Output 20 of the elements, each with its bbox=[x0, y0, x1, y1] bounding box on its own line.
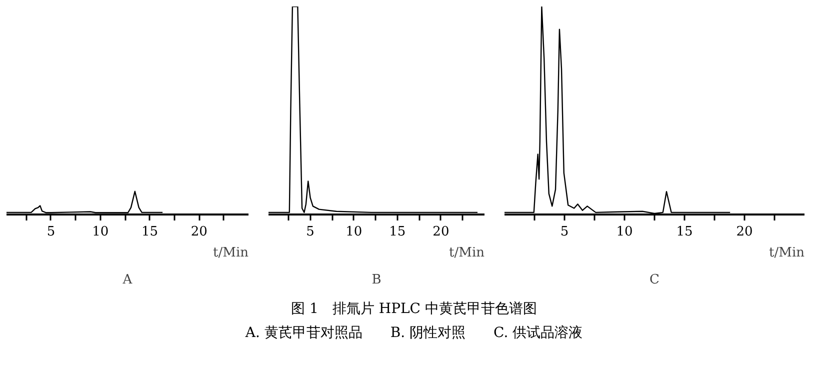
text: A. 黄芪甲苷对照品 B. 阴性对照 C. 供试品溶液 bbox=[245, 324, 583, 343]
caption: 图 1 排氚片 HPLC 中黄芪甲苷色谱图 bbox=[290, 300, 538, 319]
x-tick-label: 20 bbox=[190, 224, 208, 240]
x-axis-title: t/Min bbox=[449, 246, 486, 260]
x-axis-title: t/Min bbox=[213, 246, 250, 260]
text: A bbox=[122, 272, 133, 288]
x-tick-label: 5 bbox=[46, 224, 56, 240]
x-tick-label: 5 bbox=[560, 224, 569, 240]
text: C bbox=[650, 272, 660, 288]
x-tick-label: 10 bbox=[92, 224, 109, 240]
x-tick-label: 15 bbox=[141, 224, 158, 240]
text: B bbox=[372, 272, 382, 288]
x-tick-label: 5 bbox=[306, 224, 314, 240]
x-tick-label: 15 bbox=[389, 224, 406, 240]
x-tick-label: 10 bbox=[346, 224, 362, 240]
x-tick-label: 20 bbox=[736, 224, 753, 240]
x-tick-label: 20 bbox=[432, 224, 450, 240]
x-tick-label: 10 bbox=[616, 224, 633, 240]
x-axis-title: t/Min bbox=[769, 246, 806, 260]
x-tick-label: 15 bbox=[676, 224, 693, 240]
